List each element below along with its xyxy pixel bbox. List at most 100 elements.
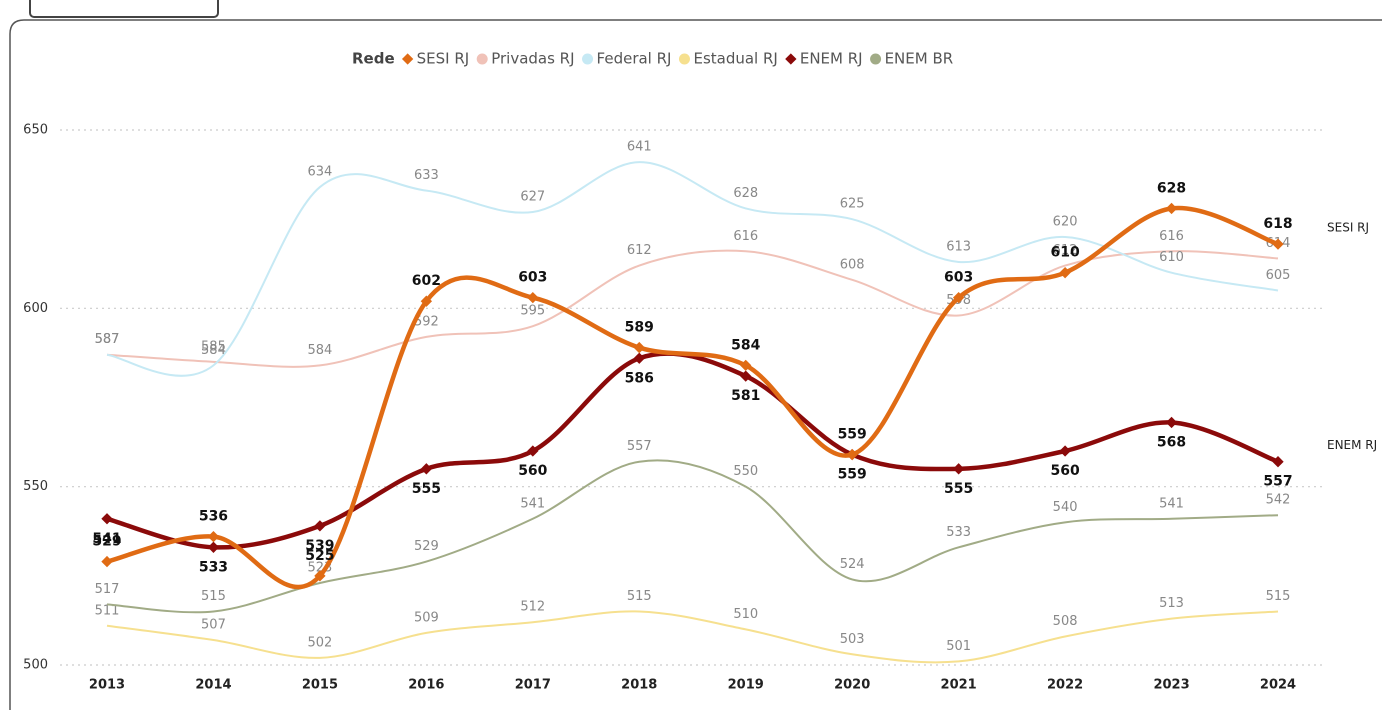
point-marker — [1165, 416, 1178, 429]
y-tick-label: 500 — [23, 658, 48, 673]
data-label: 633 — [414, 168, 439, 183]
series-line — [106, 161, 1279, 377]
point-marker — [846, 448, 858, 461]
data-label: 587 — [95, 332, 120, 347]
data-label: 509 — [414, 610, 439, 625]
data-label: 613 — [946, 239, 971, 254]
data-label: 603 — [944, 270, 973, 286]
point-marker — [952, 291, 965, 304]
x-tick-label: 2017 — [515, 678, 551, 693]
point-marker — [1272, 238, 1284, 250]
data-label: 541 — [1159, 496, 1184, 511]
legend-label: Privadas RJ — [491, 50, 574, 68]
point-marker — [633, 341, 645, 354]
point-marker — [101, 513, 113, 525]
data-label: 595 — [520, 304, 545, 319]
x-tick-label: 2020 — [834, 678, 870, 693]
data-label: 608 — [840, 257, 865, 272]
x-tick-label: 2022 — [1047, 678, 1083, 693]
end-label: SESI RJ — [1327, 221, 1369, 235]
data-label: 502 — [307, 635, 332, 650]
data-label: 515 — [1266, 589, 1291, 604]
point-marker — [1059, 445, 1071, 457]
data-label: 616 — [733, 229, 758, 244]
point-marker — [952, 463, 965, 475]
data-label: 515 — [201, 589, 226, 604]
series-line — [106, 205, 1279, 590]
data-label: 587 — [95, 332, 120, 347]
legend-label: SESI RJ — [417, 50, 470, 68]
data-label: 612 — [627, 243, 652, 258]
legend-label: ENEM RJ — [800, 50, 863, 68]
plot: 500 550 600 650 2013 2014 2015 2016 2017 2018 2019… — [23, 123, 1377, 693]
data-label: 515 — [627, 589, 652, 604]
data-label: 568 — [1157, 434, 1186, 450]
x-tick-label: 2023 — [1153, 678, 1189, 693]
tab — [29, 0, 219, 18]
data-label: 560 — [1050, 463, 1079, 479]
data-label: 625 — [840, 197, 865, 212]
data-label: 555 — [412, 481, 441, 497]
data-label: 641 — [627, 140, 652, 155]
series-line — [106, 351, 1279, 550]
y-tick-label: 650 — [23, 123, 48, 138]
x-tick-label: 2016 — [408, 678, 444, 693]
data-label: 550 — [733, 464, 758, 479]
data-label: 618 — [1263, 216, 1292, 232]
legend-marker — [785, 53, 797, 65]
end-label: ENEM RJ — [1327, 438, 1377, 452]
data-label: 533 — [199, 559, 228, 575]
data-label: 584 — [201, 343, 226, 358]
data-label: 584 — [731, 337, 760, 353]
point-marker — [740, 359, 752, 372]
data-label: 589 — [625, 320, 654, 336]
data-label: 581 — [731, 388, 760, 404]
point-marker — [314, 520, 326, 532]
data-label: 525 — [305, 548, 334, 564]
data-label: 503 — [840, 632, 865, 647]
data-label: 620 — [1053, 215, 1078, 230]
legend-marker — [678, 53, 690, 65]
data-label: 511 — [95, 603, 120, 618]
legend-marker — [476, 53, 488, 65]
point-marker — [527, 291, 539, 304]
point-marker — [1059, 267, 1071, 279]
data-label: 555 — [944, 481, 973, 497]
data-label: 603 — [518, 270, 547, 286]
data-label: 585 — [201, 339, 226, 354]
data-label: 610 — [1159, 250, 1184, 265]
data-label: 539 — [305, 538, 334, 554]
data-label: 512 — [520, 600, 545, 615]
point-marker — [527, 445, 539, 457]
data-label: 508 — [1053, 614, 1078, 629]
point-marker — [1165, 202, 1178, 215]
legend-label: Federal RJ — [597, 50, 672, 68]
data-label: 510 — [733, 607, 758, 622]
data-label: 602 — [412, 273, 441, 289]
series-line — [106, 459, 1279, 614]
legend-marker — [401, 53, 414, 65]
data-label: 634 — [307, 165, 332, 180]
data-label: 612 — [1053, 243, 1078, 258]
y-tick-label: 550 — [23, 479, 48, 494]
point-marker — [420, 295, 433, 307]
point-marker — [101, 555, 113, 568]
data-label: 513 — [1159, 596, 1184, 611]
x-tick-label: 2018 — [621, 678, 657, 693]
data-label: 540 — [1053, 500, 1078, 515]
legend-marker — [582, 53, 594, 65]
data-label: 605 — [1266, 268, 1291, 283]
data-label: 616 — [1159, 229, 1184, 244]
data-label: 529 — [92, 534, 121, 550]
data-label: 533 — [946, 525, 971, 540]
data-label: 584 — [307, 343, 332, 358]
data-label: 610 — [1050, 245, 1079, 261]
data-label: 541 — [92, 531, 121, 547]
data-label: 628 — [733, 186, 758, 201]
point-marker — [420, 463, 433, 475]
data-label: 557 — [627, 439, 652, 454]
data-label: 517 — [95, 582, 120, 597]
legend-marker — [870, 53, 882, 65]
y-tick-label: 600 — [23, 301, 48, 316]
data-label: 541 — [520, 496, 545, 511]
